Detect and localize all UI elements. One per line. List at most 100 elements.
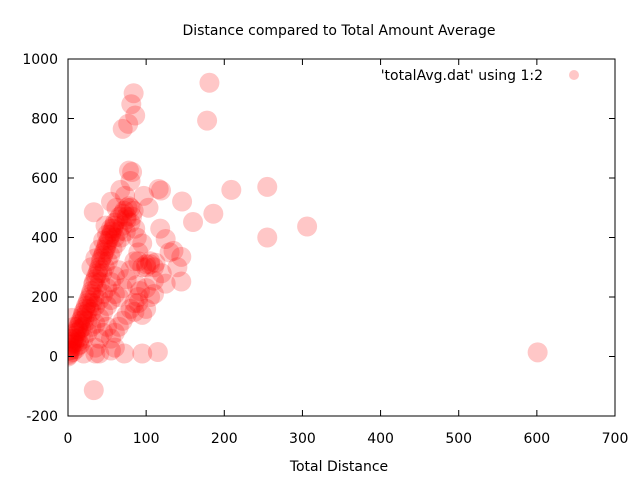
data-point [108,221,129,242]
data-point [112,310,133,331]
data-point [89,289,110,310]
data-point [143,284,164,305]
data-point [68,334,81,355]
data-point [120,212,141,233]
data-point [93,322,114,343]
data-point [143,257,164,278]
data-point [100,218,121,239]
data-point [85,269,106,290]
data-point [183,212,204,233]
data-point [109,206,130,227]
data-point [126,227,147,248]
data-point [68,337,82,358]
data-point [136,257,157,278]
data-point [68,331,89,352]
data-point [76,303,97,324]
data-point [114,200,135,221]
data-point [97,233,118,254]
y-tick-label: 400 [31,231,58,247]
data-point [97,316,118,337]
data-point [99,227,120,248]
y-tick-label: -200 [26,409,58,425]
legend-marker [569,70,579,80]
data-point [136,254,157,275]
data-point [97,278,118,299]
data-point [77,322,98,343]
x-tick-label: 300 [289,431,316,447]
data-point [95,239,116,260]
data-point [128,242,149,263]
data-point [83,380,104,401]
data-point [93,301,114,322]
data-point [100,340,121,361]
y-axis: -200 0 200 400 600 800 1000 [22,52,615,425]
data-point [112,215,133,236]
y-tick-label: 800 [31,112,58,128]
data-point [123,200,144,221]
data-point [68,340,79,361]
data-point [88,260,109,281]
data-point [114,343,135,364]
data-point [116,206,137,227]
data-point [132,343,153,364]
data-point [85,343,106,364]
data-point [148,179,169,200]
data-point [73,316,94,337]
data-point [89,257,110,278]
data-point [73,343,94,364]
data-point [102,239,123,260]
data-point [68,328,84,349]
data-point [68,316,85,337]
data-point [120,298,141,319]
data-point [68,336,88,357]
data-point [93,245,114,266]
data-point [123,83,144,104]
data-point [112,278,133,299]
x-tick-label: 100 [133,431,160,447]
data-point [104,212,125,233]
data-point [121,94,142,115]
data-point [116,304,137,325]
data-point [72,307,93,328]
data-point [118,196,139,217]
data-point [90,251,111,272]
data-point [104,266,125,287]
data-point [100,328,121,349]
data-point [93,230,114,251]
data-point [150,180,171,201]
data-point [133,185,154,206]
data-point [122,162,143,183]
data-point [100,245,121,266]
data-point [68,334,82,355]
data-point [69,313,90,334]
data-point [111,227,132,248]
data-point [115,221,136,242]
data-point [132,257,153,278]
data-point [83,202,104,223]
data-point [138,197,159,218]
data-point [115,185,136,206]
data-point [103,218,124,239]
data-point [128,287,149,307]
y-tick-label: 0 [49,350,58,366]
data-point [171,271,192,292]
data-point [68,321,89,342]
data-point [86,266,107,287]
data-point [120,170,141,191]
data-point [120,260,141,281]
data-point [68,331,83,352]
data-point [83,275,104,296]
data-point [68,316,89,337]
data-point [101,221,122,242]
data-point [159,242,180,263]
data-point [117,197,138,218]
data-point [80,284,101,305]
data-point [91,248,112,269]
data-point [68,325,86,346]
data-point [129,281,150,302]
data-point [136,298,157,319]
x-tick-label: 600 [523,431,550,447]
data-point [120,197,141,218]
data-point [122,206,143,227]
data-point [257,227,278,248]
